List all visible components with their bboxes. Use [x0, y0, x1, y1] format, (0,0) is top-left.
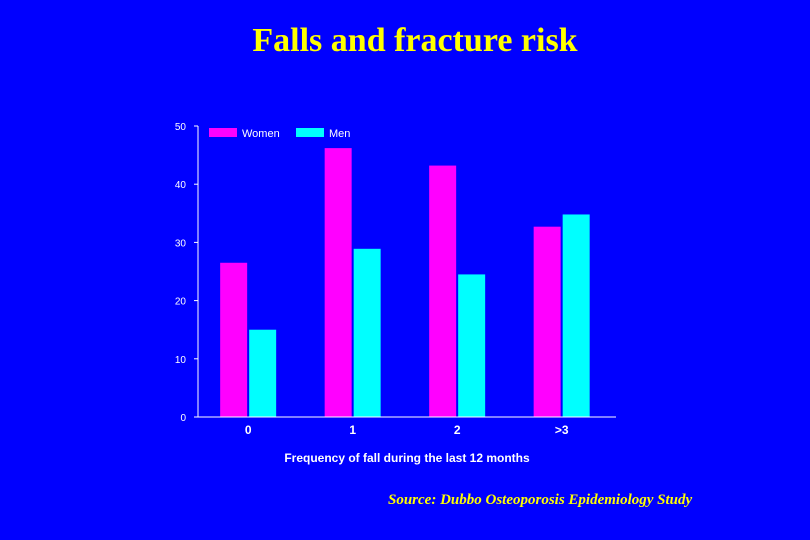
bar-men-3 [562, 214, 590, 417]
bar-men-1 [353, 248, 381, 417]
legend: Women Men [209, 128, 350, 140]
bar-women-2 [429, 165, 457, 417]
x-tick-label: 1 [349, 423, 356, 437]
x-ticks-group: 0 1 2 >3 [245, 423, 569, 437]
y-tick-label: 10 [175, 355, 187, 366]
x-tick-label: >3 [555, 423, 569, 437]
y-tick-label: 40 [175, 180, 187, 191]
bar-women-1 [324, 148, 352, 417]
bar-women-0 [220, 262, 248, 417]
legend-swatch-men [296, 128, 324, 137]
y-tick-label: 30 [175, 238, 187, 249]
legend-swatch-women [209, 128, 237, 137]
bar-women-3 [533, 226, 561, 417]
x-tick-label: 2 [454, 423, 461, 437]
y-tick-label: 20 [175, 297, 187, 308]
y-tick-label: 0 [180, 413, 186, 424]
bar-men-0 [249, 329, 277, 417]
y-ticks-group: 0 10 20 30 40 50 [175, 122, 198, 424]
legend-label-women: Women [242, 128, 280, 140]
x-axis-title: Frequency of fall during the last 12 mon… [284, 451, 530, 465]
source-note: Source: Dubbo Osteoporosis Epidemiology … [388, 492, 693, 508]
legend-label-men: Men [329, 128, 350, 140]
bar-men-2 [458, 274, 486, 417]
y-tick-label: 50 [175, 122, 187, 133]
slide-title: Falls and fracture risk [252, 22, 578, 59]
bars-group [220, 148, 590, 417]
x-tick-label: 0 [245, 423, 252, 437]
